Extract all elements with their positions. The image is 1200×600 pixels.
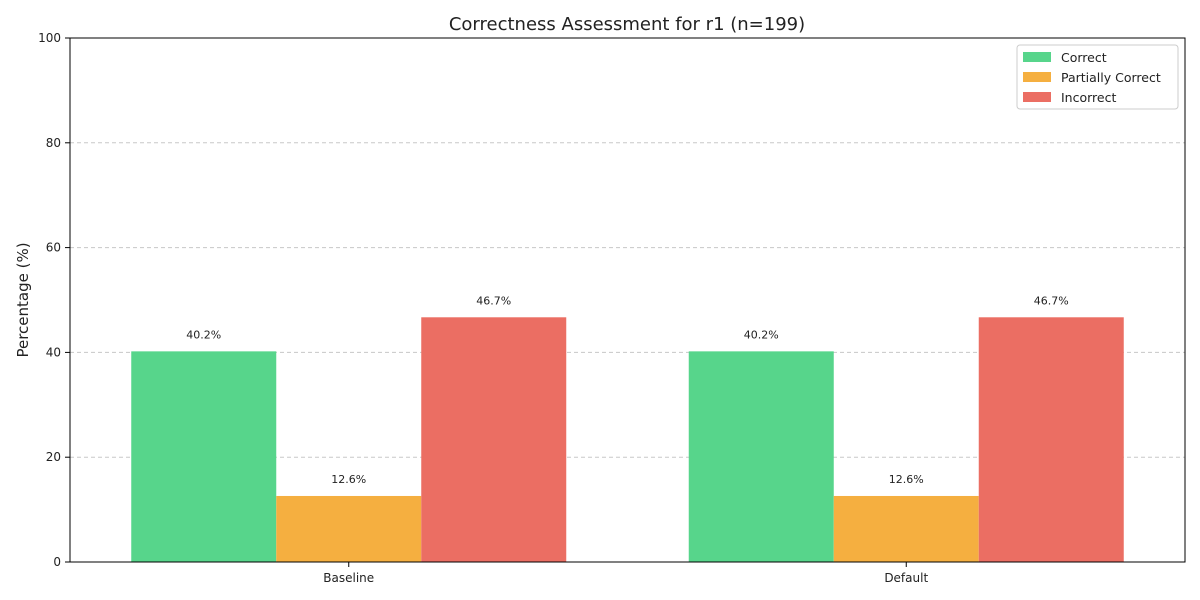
bar-value-label: 46.7% — [476, 294, 511, 307]
bar-value-label: 12.6% — [889, 473, 924, 486]
legend: Correct Partially Correct Incorrect — [1016, 44, 1179, 110]
legend-label: Correct — [1061, 50, 1107, 65]
legend-swatch — [1023, 72, 1051, 82]
y-tick-label: 40 — [46, 345, 61, 359]
bar-value-label: 12.6% — [331, 473, 366, 486]
y-tick-label: 20 — [46, 450, 61, 464]
bar-incorrect — [421, 317, 567, 562]
legend-swatch — [1023, 52, 1051, 62]
bar-correct — [131, 351, 277, 562]
chart-title: Correctness Assessment for r1 (n=199) — [449, 14, 805, 35]
y-tick-label: 100 — [38, 31, 61, 45]
x-tick-label: Default — [884, 571, 928, 585]
y-tick-label: 0 — [53, 555, 61, 569]
x-tick-label: Baseline — [323, 571, 374, 585]
bar-value-label: 40.2% — [186, 328, 221, 341]
bar-value-labels: 40.2% 40.2% 12.6% 12.6% 46.7% 46.7% — [186, 294, 1068, 486]
bars — [131, 317, 1124, 562]
bar-partially-correct — [833, 495, 979, 562]
legend-swatch — [1023, 92, 1051, 102]
bar-value-label: 46.7% — [1034, 294, 1069, 307]
bar-partially-correct — [276, 495, 422, 562]
legend-label: Partially Correct — [1061, 70, 1161, 85]
bar-correct — [688, 351, 834, 562]
legend-label: Incorrect — [1061, 90, 1116, 105]
bar-incorrect — [978, 317, 1124, 562]
axis-ticks: 0 20 40 60 80 100 Baseline Default — [38, 31, 928, 585]
y-tick-label: 80 — [46, 136, 61, 150]
y-axis-label: Percentage (%) — [14, 242, 32, 357]
legend-box — [1016, 44, 1179, 110]
plot-frame — [69, 37, 1186, 563]
y-tick-label: 60 — [46, 241, 61, 255]
bar-value-label: 40.2% — [744, 328, 779, 341]
